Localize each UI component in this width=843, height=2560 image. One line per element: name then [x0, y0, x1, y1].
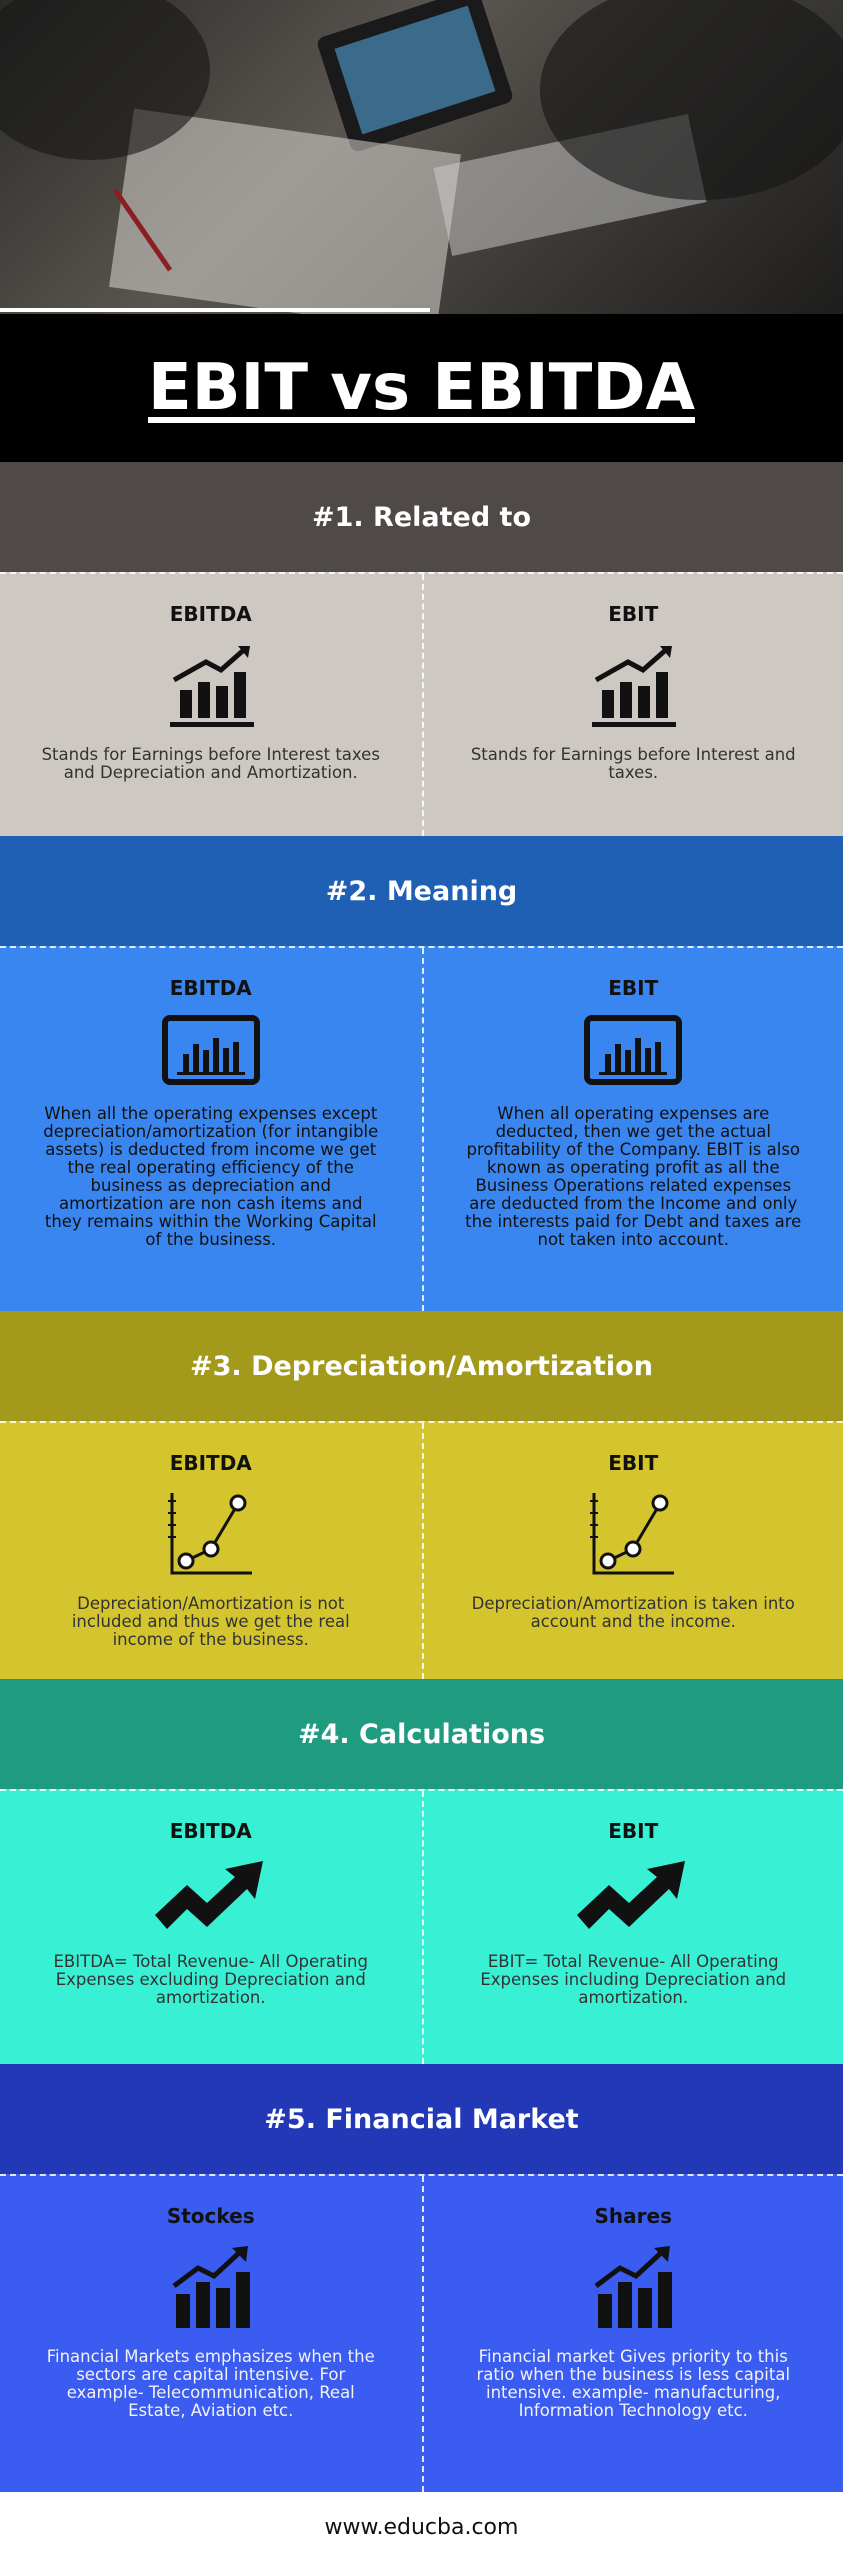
icon-graphic [161, 1015, 260, 1085]
section-heading: #1. Related to [0, 462, 843, 572]
column-text: EBIT= Total Revenue- All Operating Expen… [480, 1952, 787, 2007]
section-heading: #4. Calculations [0, 1679, 843, 1789]
icon [166, 2242, 256, 2336]
section-heading: #2. Meaning [0, 836, 843, 946]
icon [588, 2242, 678, 2336]
column-text: Stands for Earnings before Interest and … [470, 745, 796, 782]
column-label: EBITDA [169, 1451, 252, 1475]
section-body: EBITDA When all the operating expenses ex… [0, 946, 843, 1311]
section-heading: #3. Depreciation/Amortization [0, 1311, 843, 1421]
photo-shapes [0, 0, 843, 314]
column-label: Stockes [166, 2204, 255, 2228]
column-label: EBITDA [169, 602, 252, 626]
icon [573, 1857, 693, 1941]
icon-graphic [592, 646, 677, 727]
title-bar: EBIT vs EBITDA [0, 314, 843, 462]
section-body: EBITDA Stands for Earnings before Interes… [0, 572, 843, 836]
icon-graphic [167, 1493, 252, 1575]
column-text: When all operating expenses are deducted… [465, 1104, 802, 1249]
column: Stockes Financial Markets emphasizes when… [0, 2176, 422, 2492]
footer: www.educba.com [324, 2514, 519, 2540]
column: EBITDA Depreciation/Amortization is not i… [0, 1423, 422, 1679]
column-label: EBITDA [169, 976, 252, 1000]
column-text: When all the operating expenses except d… [43, 1104, 379, 1249]
column: EBITDA Stands for Earnings before Interes… [0, 574, 422, 836]
icon [166, 640, 256, 734]
column-text: Financial market Gives priority to this … [476, 2347, 791, 2420]
column-label: Shares [594, 2204, 672, 2228]
column: EBIT When all operating expenses are dedu… [421, 948, 843, 1311]
title: EBIT vs EBITDA [148, 351, 695, 425]
icon-graphic [594, 2246, 673, 2328]
icon [166, 1489, 256, 1583]
column-label: EBITDA [169, 1819, 252, 1843]
column-text: Depreciation/Amortization is not include… [71, 1594, 350, 1649]
icon [588, 1489, 678, 1583]
icon [588, 640, 678, 734]
icon-graphic [169, 646, 254, 727]
icon-graphic [584, 1015, 683, 1085]
column: EBITDA EBITDA= Total Revenue- All Operati… [0, 1791, 422, 2064]
icon [161, 1014, 261, 1093]
column-text: Stands for Earnings before Interest taxe… [41, 745, 380, 782]
column-text: EBITDA= Total Revenue- All Operating Exp… [53, 1952, 369, 2007]
column-text: Financial Markets emphasizes when the se… [46, 2347, 375, 2420]
header-photo [0, 0, 843, 314]
section-body: EBITDA EBITDA= Total Revenue- All Operati… [0, 1789, 843, 2064]
icon-graphic [154, 1861, 263, 1929]
column: EBITDA When all the operating expenses ex… [0, 948, 422, 1311]
column: Shares Financial market Gives priority to… [421, 2176, 843, 2492]
sections: #1. Related to EBITDA Stands for Earnings … [0, 462, 843, 2492]
column-label: EBIT [608, 1451, 659, 1475]
column: EBIT EBIT= Total Revenue- All Operating E… [421, 1791, 843, 2064]
column-text: Depreciation/Amortization is taken into … [471, 1594, 795, 1631]
column-label: EBIT [608, 976, 659, 1000]
icon [583, 1014, 683, 1093]
column: EBIT Stands for Earnings before Interest … [421, 574, 843, 836]
section-body: EBITDA Depreciation/Amortization is not i… [0, 1421, 843, 1679]
column-label: EBIT [608, 602, 659, 626]
section-body: Stockes Financial Markets emphasizes when… [0, 2174, 843, 2492]
icon-graphic [577, 1861, 686, 1929]
column: EBIT Depreciation/Amortization is taken i… [421, 1423, 843, 1679]
icon-graphic [172, 2246, 250, 2328]
section-heading: #5. Financial Market [0, 2064, 843, 2174]
column-label: EBIT [608, 1819, 659, 1843]
icon-graphic [590, 1493, 675, 1575]
icon [151, 1857, 271, 1941]
